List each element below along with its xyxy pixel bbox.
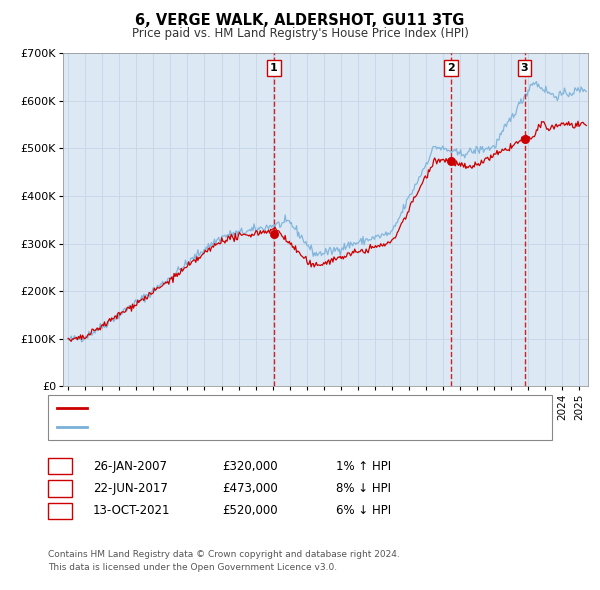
Text: 1: 1 bbox=[56, 460, 64, 473]
Text: Contains HM Land Registry data © Crown copyright and database right 2024.: Contains HM Land Registry data © Crown c… bbox=[48, 550, 400, 559]
Text: 2: 2 bbox=[56, 482, 64, 495]
Text: 6% ↓ HPI: 6% ↓ HPI bbox=[336, 504, 391, 517]
Text: £520,000: £520,000 bbox=[222, 504, 278, 517]
Text: £473,000: £473,000 bbox=[222, 482, 278, 495]
Text: 1% ↑ HPI: 1% ↑ HPI bbox=[336, 460, 391, 473]
Text: 3: 3 bbox=[56, 504, 64, 517]
Text: 2: 2 bbox=[447, 63, 455, 73]
Text: £320,000: £320,000 bbox=[222, 460, 278, 473]
Text: 6, VERGE WALK, ALDERSHOT, GU11 3TG: 6, VERGE WALK, ALDERSHOT, GU11 3TG bbox=[136, 13, 464, 28]
Text: HPI: Average price, detached house, Rushmoor: HPI: Average price, detached house, Rush… bbox=[93, 422, 356, 432]
Text: Price paid vs. HM Land Registry's House Price Index (HPI): Price paid vs. HM Land Registry's House … bbox=[131, 27, 469, 40]
Text: 13-OCT-2021: 13-OCT-2021 bbox=[93, 504, 170, 517]
Text: 8% ↓ HPI: 8% ↓ HPI bbox=[336, 482, 391, 495]
Text: 6, VERGE WALK, ALDERSHOT, GU11 3TG (detached house): 6, VERGE WALK, ALDERSHOT, GU11 3TG (deta… bbox=[93, 403, 421, 412]
Text: 3: 3 bbox=[521, 63, 529, 73]
Text: This data is licensed under the Open Government Licence v3.0.: This data is licensed under the Open Gov… bbox=[48, 563, 337, 572]
Text: 1: 1 bbox=[270, 63, 278, 73]
Text: 26-JAN-2007: 26-JAN-2007 bbox=[93, 460, 167, 473]
Text: 22-JUN-2017: 22-JUN-2017 bbox=[93, 482, 168, 495]
